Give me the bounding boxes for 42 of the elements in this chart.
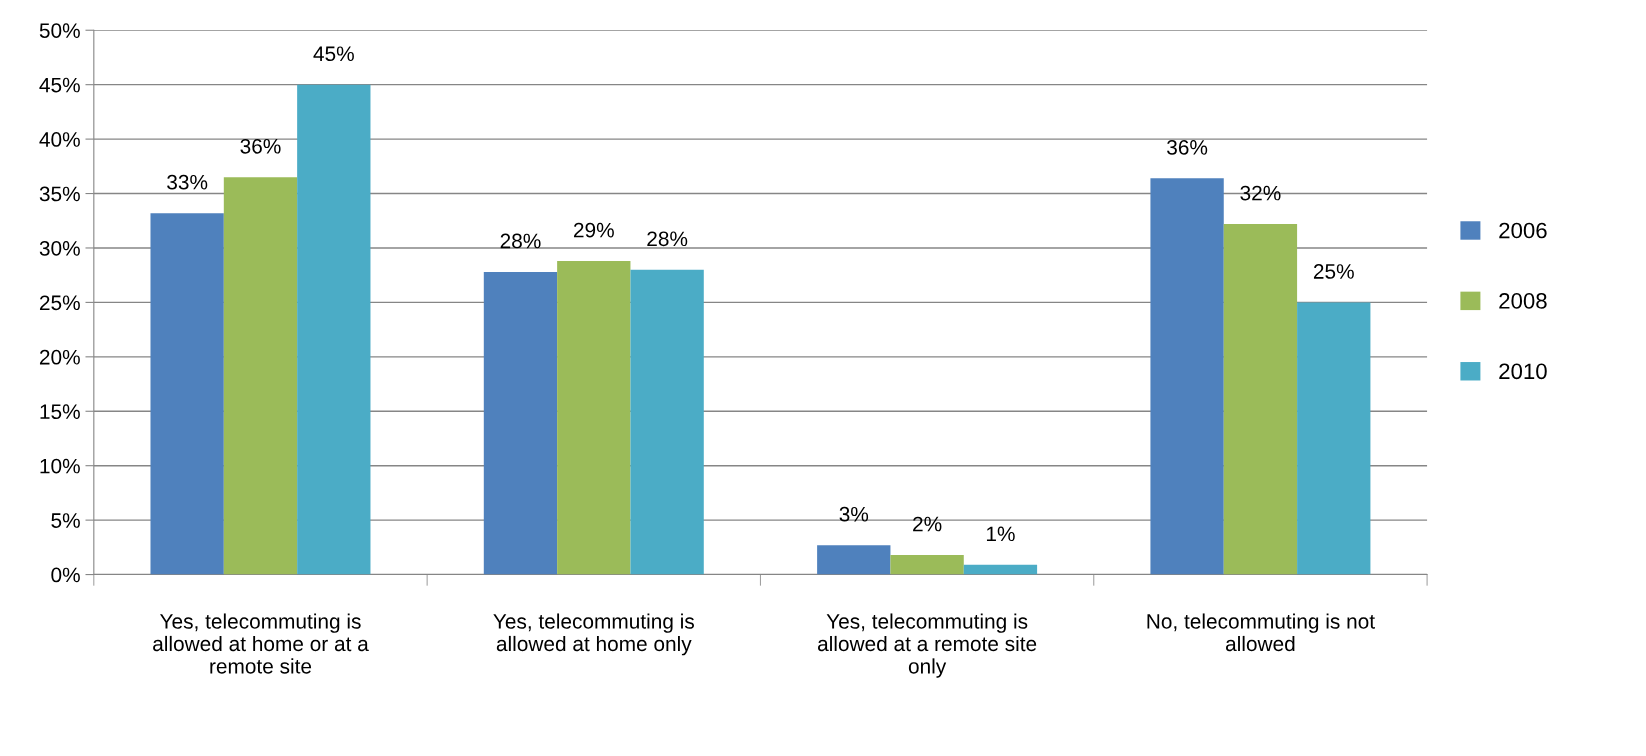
bar <box>1223 224 1298 575</box>
bar <box>557 261 631 575</box>
data-label: 45% <box>313 46 354 62</box>
y-tick-label: 10% <box>40 458 80 474</box>
y-tick-label: 25% <box>39 295 80 311</box>
data-label: 3% <box>839 506 869 522</box>
bar <box>1150 178 1224 575</box>
bar <box>963 564 1038 575</box>
y-tick-label: 30% <box>39 240 80 256</box>
bar <box>483 271 558 575</box>
y-tick-label: 0% <box>51 567 80 583</box>
bar <box>150 213 224 575</box>
bar <box>223 177 298 575</box>
y-tick-label: 20% <box>39 349 80 365</box>
x-tick-label: Yes, telecommuting is allowed at home only <box>493 613 694 656</box>
y-tick-label: 50% <box>39 23 80 38</box>
y-tick-label: 40% <box>39 132 80 147</box>
legend-label: 2008 <box>1499 293 1547 309</box>
x-tick-label: Yes, telecommuting is allowed at home or at a remote site <box>153 613 369 674</box>
y-tick-label: 15% <box>40 404 80 420</box>
bar <box>890 554 964 575</box>
bar <box>817 545 891 575</box>
data-label: 33% <box>167 174 208 190</box>
data-label: 25% <box>1313 264 1354 279</box>
data-label: 29% <box>573 222 614 238</box>
y-tick-label: 35% <box>39 186 80 202</box>
data-label: 28% <box>647 231 688 247</box>
x-tick-label: Yes, telecommuting is allowed at a remote site only <box>817 613 1037 678</box>
data-label: 36% <box>240 138 281 154</box>
data-label: 2% <box>913 516 942 532</box>
data-label: 1% <box>986 526 1015 542</box>
x-tick-label: No, telecommuting is not allowed <box>1147 613 1375 652</box>
legend-label: 2010 <box>1499 363 1547 380</box>
bar <box>297 84 371 575</box>
bar <box>630 269 704 575</box>
data-label: 36% <box>1167 139 1208 155</box>
data-label: 28% <box>500 233 541 249</box>
legend-label: 2006 <box>1499 222 1547 239</box>
data-label: 32% <box>1240 185 1281 201</box>
y-tick-label: 45% <box>39 77 80 93</box>
bar <box>1297 302 1371 575</box>
y-tick-label: 5% <box>51 513 80 528</box>
